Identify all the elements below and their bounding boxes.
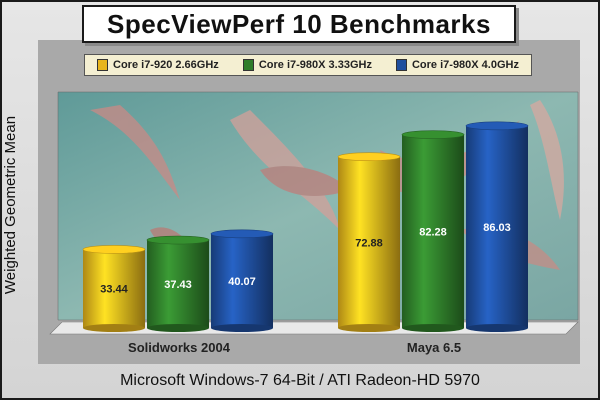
bar-0-1 [147,240,209,328]
bar-base-0-0 [83,324,145,332]
legend-swatch-1 [97,59,109,71]
bar-1-1 [402,134,464,328]
legend-swatch-3 [395,59,407,71]
bar-top-0-0 [82,245,146,254]
bar-top-0-1 [146,235,210,245]
legend-swatch-2 [242,59,254,71]
bar-top-1-2 [465,121,529,131]
bar-top-1-0 [337,152,401,162]
x-axis-label: Microsoft Windows-7 64-Bit / ATI Radeon-… [120,372,480,389]
bar-top-0-2 [210,229,274,239]
data-label-1-2: 86.03 [483,222,511,234]
data-label-0-0: 33.44 [100,284,128,296]
data-label-1-0: 72.88 [355,237,383,249]
y-axis-label: Weighted Geometric Mean [2,115,19,295]
legend-item-3: Core i7-980X 4.0GHz [395,59,519,71]
legend: Core i7-920 2.66GHz Core i7-980X 3.33GHz… [84,54,532,76]
legend-item-2: Core i7-980X 3.33GHz [242,59,372,71]
category-label-1: Maya 6.5 [407,340,461,355]
bar-base-1-2 [466,324,528,332]
bar-base-0-1 [147,324,209,332]
data-label-0-2: 40.07 [228,276,256,288]
legend-label-2: Core i7-980X 3.33GHz [258,59,372,71]
legend-label-3: Core i7-980X 4.0GHz [411,59,519,71]
bar-base-1-1 [402,324,464,332]
category-label-0: Solidworks 2004 [128,340,231,355]
bar-top-1-1 [401,130,465,139]
bar-base-0-2 [211,324,273,332]
bar-0-2 [211,233,273,328]
bar-0-0 [83,249,145,328]
bar-1-0 [338,156,400,328]
legend-label-1: Core i7-920 2.66GHz [113,59,219,71]
bar-1-2 [466,125,528,328]
data-label-0-1: 37.43 [164,279,192,291]
data-label-1-1: 82.28 [419,226,447,238]
bar-base-1-0 [338,324,400,332]
legend-item-1: Core i7-920 2.66GHz [97,59,219,71]
chart-title: SpecViewPerf 10 Benchmarks [82,5,516,43]
